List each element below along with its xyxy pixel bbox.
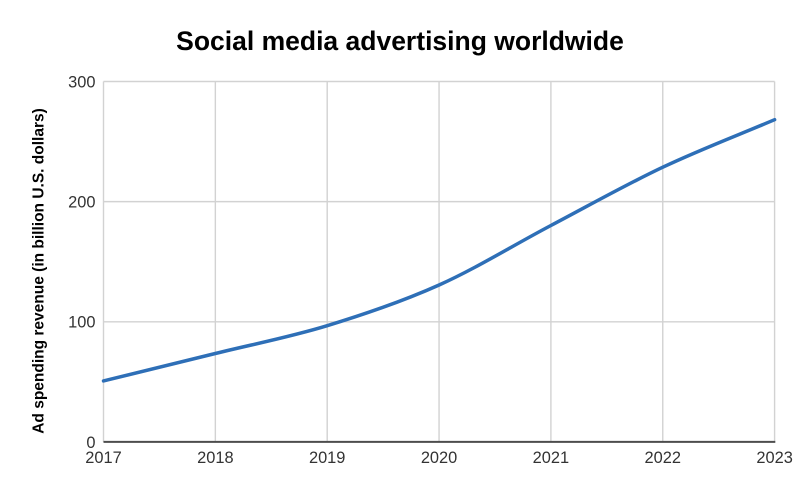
svg-text:2019: 2019 — [309, 449, 345, 467]
svg-text:Ad spending revenue (in billio: Ad spending revenue (in billion U.S. dol… — [31, 108, 48, 434]
svg-text:100: 100 — [68, 314, 95, 332]
svg-text:2021: 2021 — [533, 449, 569, 467]
svg-text:300: 300 — [68, 73, 95, 91]
svg-text:2017: 2017 — [85, 449, 121, 467]
svg-text:2020: 2020 — [421, 449, 457, 467]
svg-text:0: 0 — [86, 434, 95, 452]
svg-text:200: 200 — [68, 194, 95, 212]
svg-text:Social media advertising world: Social media advertising worldwide — [176, 26, 624, 56]
svg-text:2022: 2022 — [645, 449, 681, 467]
svg-text:2018: 2018 — [197, 449, 233, 467]
svg-text:2023: 2023 — [756, 449, 792, 467]
